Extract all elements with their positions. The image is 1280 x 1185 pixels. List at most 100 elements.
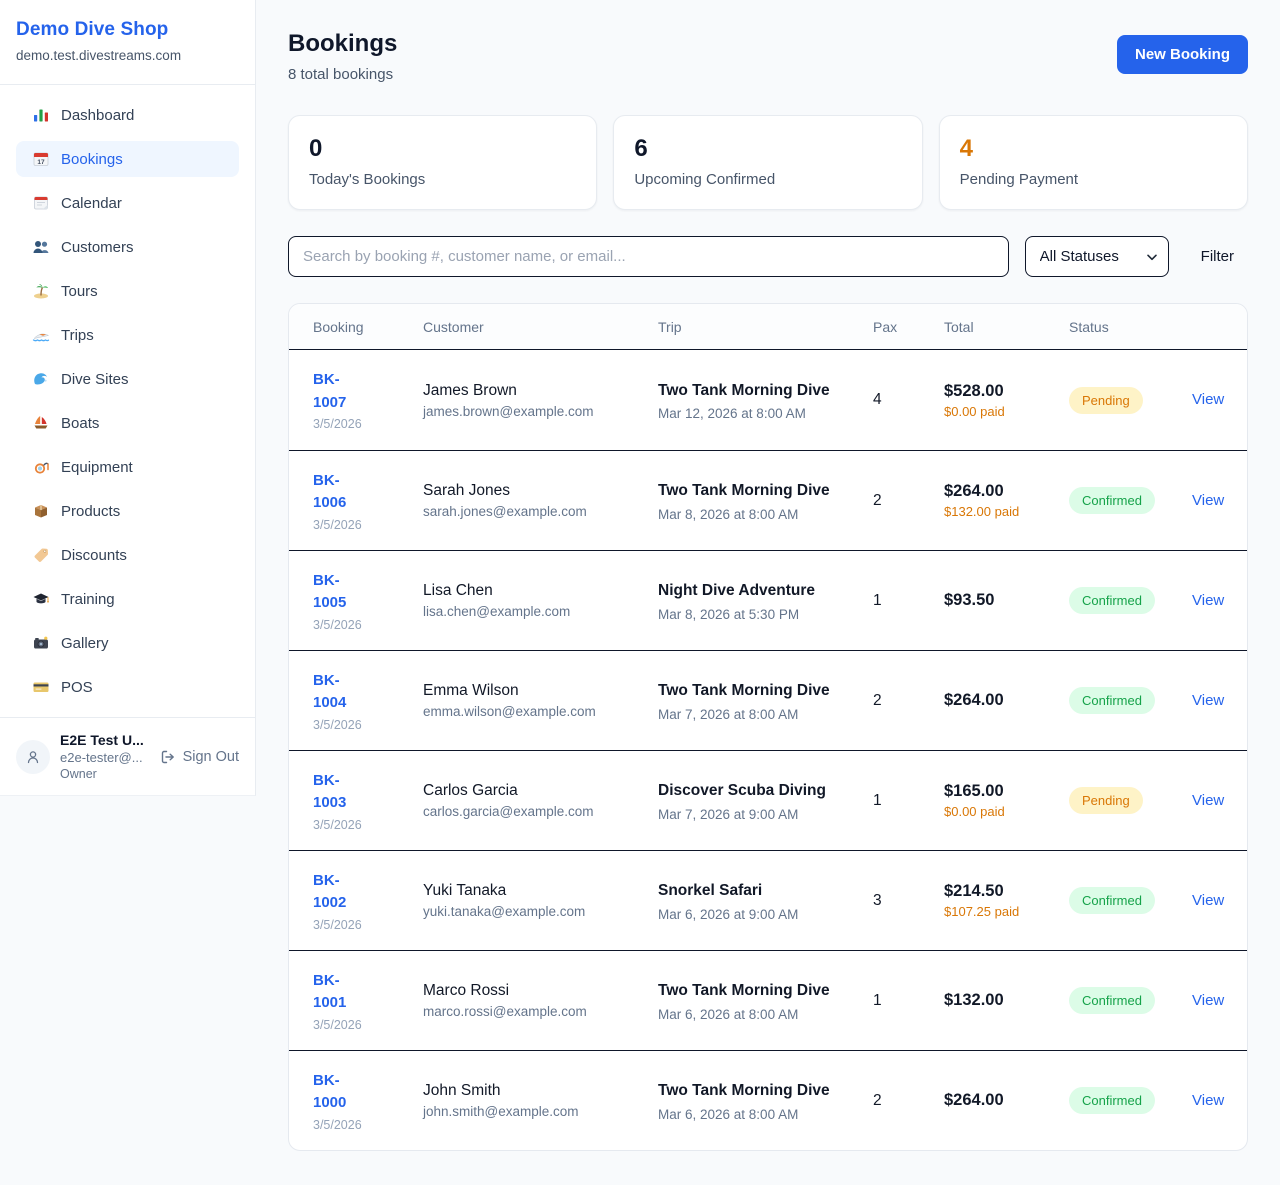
sidebar-item-bookings[interactable]: 17 Bookings [16,141,239,177]
status-badge: Pending [1069,386,1143,414]
sidebar-item-pos[interactable]: POS [16,669,239,705]
customer-name: Carlos Garcia [423,782,518,799]
view-link[interactable]: View [1192,591,1225,609]
sidebar-item-customers[interactable]: Customers [16,229,239,265]
view-link[interactable]: View [1192,1091,1225,1109]
pax-count: 2 [873,691,882,709]
stat-card-pending-payment: 4 Pending Payment [938,115,1248,210]
user-email: e2e-tester@... [60,750,143,765]
trip-name: Two Tank Morning Dive [658,1082,830,1100]
booking-id-link[interactable]: BK-1000 [313,1071,347,1112]
shop-header: Demo Dive Shop demo.test.divestreams.com [0,0,255,85]
tag-icon [32,546,50,564]
sidebar-item-equipment[interactable]: Equipment [16,449,239,485]
search-input[interactable] [288,236,1009,277]
total-amount: $214.50 [944,882,1004,900]
status-filter: All Statuses [1024,236,1169,277]
user-role: Owner [60,767,97,781]
main-content: Bookings 8 total bookings New Booking 0 … [256,0,1280,1185]
status-badge: Confirmed [1069,1087,1155,1114]
sign-out-button[interactable]: Sign Out [159,748,239,766]
total-amount: $264.00 [944,691,1004,709]
bookings-table: Booking Customer Trip Pax Total Status B… [288,303,1248,1151]
sidebar-nav: Dashboard 17 Bookings Calendar Customers… [0,85,255,717]
svg-text:17: 17 [37,159,45,166]
sidebar-item-dashboard[interactable]: Dashboard [16,97,239,133]
pax-count: 1 [873,791,882,809]
stat-label: Pending Payment [959,171,1079,188]
trip-datetime: Mar 12, 2026 at 8:00 AM [658,406,806,421]
table-row: BK-1003 3/5/2026 Carlos Garcia carlos.ga… [289,750,1247,850]
calendar-17-icon: 17 [32,150,50,168]
booking-id-link[interactable]: BK-1007 [313,371,347,411]
grad-cap-icon [32,590,50,608]
view-link[interactable]: View [1192,891,1225,909]
avatar [16,739,50,774]
person-icon [24,748,42,766]
trip-datetime: Mar 8, 2026 at 5:30 PM [658,606,800,622]
trip-name: Snorkel Safari [658,882,763,900]
booking-id-link[interactable]: BK-1005 [313,571,347,612]
booking-id-link[interactable]: BK-1001 [313,971,347,1012]
sidebar-item-boats[interactable]: Boats [16,405,239,441]
sidebar-item-gallery[interactable]: Gallery [16,625,239,661]
sidebar-item-dive-sites[interactable]: Dive Sites [16,361,239,397]
total-bookings-count: 8 total bookings [288,66,394,83]
sailboat-icon [32,414,50,432]
total-amount: $264.00 [944,1091,1004,1109]
trip-datetime: Mar 6, 2026 at 8:00 AM [658,1106,799,1122]
booking-id-link[interactable]: BK-1006 [313,471,347,512]
view-link[interactable]: View [1192,791,1225,809]
user-info: E2E Test U... e2e-tester@... Owner [60,732,144,781]
filter-row: All Statuses Filter [288,236,1248,277]
view-link[interactable]: View [1192,991,1225,1009]
stat-value: 6 [634,135,648,162]
status-badge: Confirmed [1069,987,1155,1014]
credit-card-icon [32,678,50,696]
customer-email: lisa.chen@example.com [423,604,571,619]
trip-name: Discover Scuba Diving [658,782,826,800]
customer-name: Marco Rossi [423,982,510,999]
booking-id-link[interactable]: BK-1002 [313,871,347,912]
shop-domain: demo.test.divestreams.com [16,48,182,63]
status-select[interactable]: All Statuses [1024,236,1169,277]
total-amount: $165.00 [944,782,1004,800]
booking-date: 3/5/2026 [313,617,362,632]
stat-value: 0 [309,135,323,162]
trip-name: Two Tank Morning Dive [658,682,830,700]
stats-cards: 0 Today's Bookings 6 Upcoming Confirmed … [288,115,1248,210]
filter-button[interactable]: Filter [1187,240,1248,273]
sidebar-user-section: E2E Test U... e2e-tester@... Owner Sign … [0,717,255,795]
trip-datetime: Mar 6, 2026 at 9:00 AM [658,906,799,922]
trip-datetime: Mar 8, 2026 at 8:00 AM [658,506,799,522]
column-header-trip: Trip [658,319,682,335]
booking-id-link[interactable]: BK-1003 [313,771,347,812]
new-booking-button[interactable]: New Booking [1116,35,1248,74]
table-row: BK-1006 3/5/2026 Sarah Jones sarah.jones… [289,450,1247,550]
sidebar-item-trips[interactable]: Trips [16,317,239,353]
page-title: Bookings [288,30,398,57]
page-header: Bookings 8 total bookings New Booking [288,30,1248,83]
tear-calendar-icon [32,194,50,212]
view-link[interactable]: View [1192,491,1225,509]
view-link[interactable]: View [1192,391,1225,408]
sidebar-item-calendar[interactable]: Calendar [16,185,239,221]
customer-email: john.smith@example.com [423,1104,579,1119]
booking-date: 3/5/2026 [313,1017,362,1032]
customer-name: Yuki Tanaka [423,882,507,899]
booking-date: 3/5/2026 [313,917,362,932]
sidebar-item-training[interactable]: Training [16,581,239,617]
sidebar-item-discounts[interactable]: Discounts [16,537,239,573]
sidebar-item-tours[interactable]: Tours [16,273,239,309]
pax-count: 1 [873,591,882,609]
booking-id-link[interactable]: BK-1004 [313,671,347,712]
paid-amount: $0.00 paid [944,403,1005,419]
booking-date: 3/5/2026 [313,817,362,832]
pax-count: 4 [873,391,882,408]
dive-mask-icon [32,458,50,476]
table-row: BK-1002 3/5/2026 Yuki Tanaka yuki.tanaka… [289,850,1247,950]
total-amount: $528.00 [944,381,1004,400]
sidebar-item-products[interactable]: Products [16,493,239,529]
view-link[interactable]: View [1192,691,1225,709]
trip-datetime: Mar 6, 2026 at 8:00 AM [658,1006,799,1022]
